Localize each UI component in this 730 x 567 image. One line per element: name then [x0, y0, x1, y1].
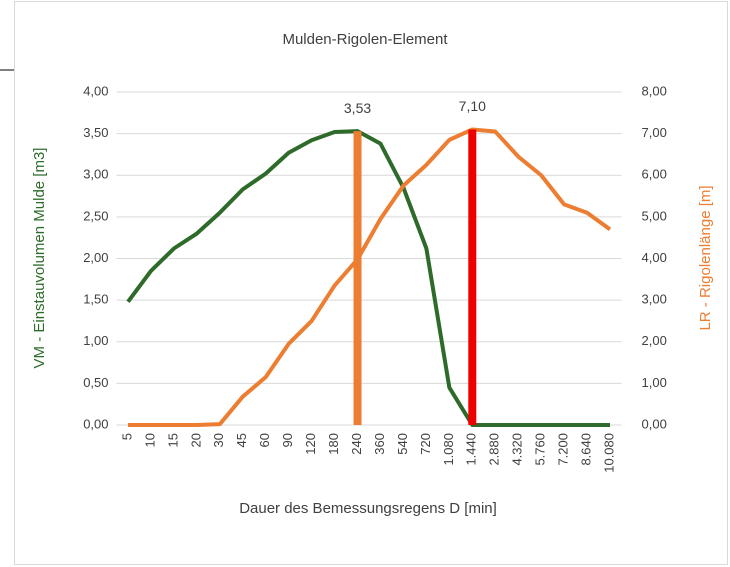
y2-tick-label: 3,00 — [642, 292, 667, 307]
x-tick-label: 240 — [349, 433, 364, 455]
bar — [353, 131, 362, 425]
y-tick-label: 0,00 — [83, 416, 108, 431]
x-tick-label: 15 — [165, 433, 180, 447]
x-tick-label: 2.880 — [487, 433, 502, 466]
x-tick-label: 60 — [257, 433, 272, 447]
y-tick-label: 4,00 — [83, 83, 108, 98]
chart-frame — [14, 1, 728, 565]
y2-tick-label: 8,00 — [642, 83, 667, 98]
x-tick-label: 360 — [372, 433, 387, 455]
y2-tick-label: 4,00 — [642, 250, 667, 265]
x-tick-label: 90 — [280, 433, 295, 447]
x-tick-label: 540 — [395, 433, 410, 455]
x-tick-label: 720 — [418, 433, 433, 455]
data-label: 7,10 — [459, 98, 486, 114]
line — [126, 129, 611, 427]
data-label: 3,53 — [344, 100, 371, 116]
y2-tick-label: 6,00 — [642, 167, 667, 182]
line — [127, 127, 612, 427]
y-tick-label: 0,50 — [83, 375, 108, 390]
x-tick-label: 1.080 — [441, 433, 456, 466]
x-tick-label: 5 — [119, 433, 134, 440]
chart-title: Mulden-Rigolen-Element — [282, 31, 448, 48]
y-tick-label: 3,00 — [83, 167, 108, 182]
y-axis-label: VM - Einstauvolumen Mulde [m3] — [31, 148, 48, 369]
x-tick-label: 4.320 — [510, 433, 525, 466]
x-tick-label: 30 — [211, 433, 226, 447]
x-tick-label: 5.760 — [533, 433, 548, 466]
bar — [468, 129, 477, 425]
x-tick-label: 180 — [326, 433, 341, 455]
y2-tick-label: 0,00 — [642, 416, 667, 431]
y2-tick-label: 2,00 — [642, 333, 667, 348]
x-tick-label: 45 — [234, 433, 249, 447]
y-tick-label: 1,00 — [83, 333, 108, 348]
y-tick-label: 3,50 — [83, 125, 108, 140]
y2-tick-label: 7,00 — [642, 125, 667, 140]
x-tick-label: 10 — [142, 433, 157, 447]
x-tick-label: 8.640 — [579, 433, 594, 466]
y2-tick-label: 1,00 — [642, 375, 667, 390]
y-tick-label: 2,00 — [83, 250, 108, 265]
y-tick-label: 2,50 — [83, 208, 108, 223]
x-tick-label: 1.440 — [464, 433, 479, 466]
x-axis-label: Dauer des Bemessungsregens D [min] — [239, 500, 497, 517]
y-tick-label: 1,50 — [83, 292, 108, 307]
x-tick-label: 10.080 — [601, 433, 616, 473]
y2-axis-label: LR - Rigolenlänge [m] — [697, 185, 714, 330]
x-tick-label: 7.200 — [556, 433, 571, 466]
x-tick-label: 120 — [303, 433, 318, 455]
x-tick-label: 20 — [188, 433, 203, 447]
y2-tick-label: 5,00 — [642, 208, 667, 223]
